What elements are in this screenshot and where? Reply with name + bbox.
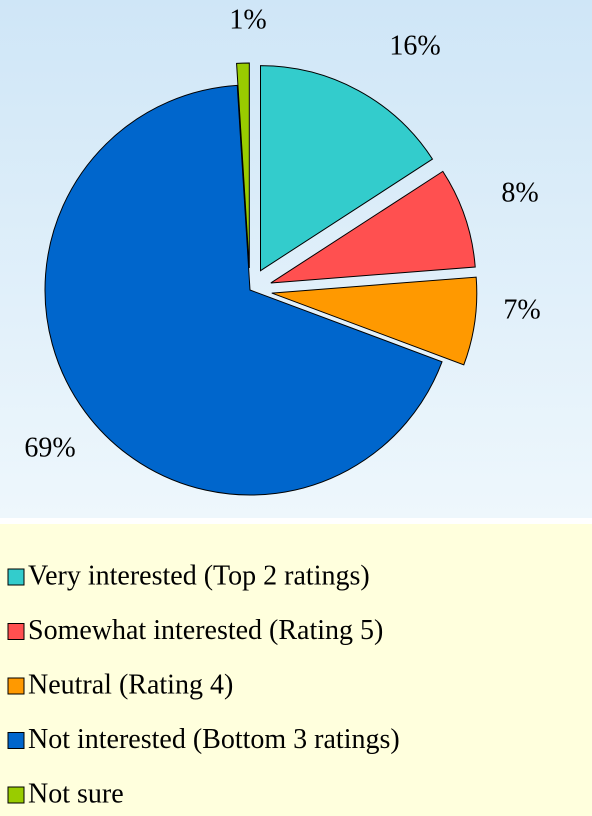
legend-swatch: [7, 732, 25, 749]
data-label: 16%: [389, 30, 440, 61]
legend-background: [0, 524, 592, 816]
data-label: 8%: [501, 177, 538, 208]
legend-label: Somewhat interested (Rating 5): [28, 615, 383, 646]
pie-slice: [270, 170, 476, 284]
legend-label: Neutral (Rating 4): [28, 669, 233, 700]
data-label: 1%: [229, 4, 266, 35]
legend-swatch: [7, 568, 25, 586]
pie-slice: [44, 84, 443, 496]
legend-swatch: [7, 623, 25, 640]
legend-label: Very interested (Top 2 ratings): [28, 560, 370, 591]
legend-swatch: [7, 677, 25, 695]
pie-slice: [271, 276, 478, 366]
legend-swatch: [7, 786, 25, 804]
legend-label: Not interested (Bottom 3 ratings): [28, 724, 400, 755]
data-label: 7%: [503, 294, 540, 325]
legend-label: Not sure: [28, 778, 124, 809]
pie-slice: [236, 62, 250, 269]
data-label: 69%: [24, 432, 75, 463]
pie-slice: [260, 65, 434, 272]
